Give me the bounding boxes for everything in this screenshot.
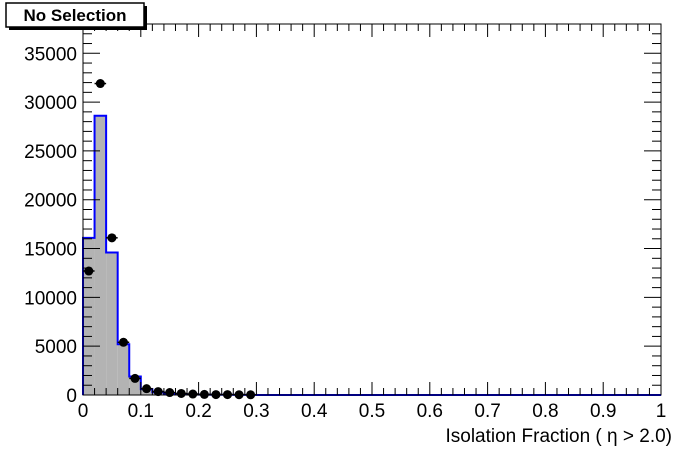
x-tick-label: 0.3 bbox=[243, 401, 269, 422]
x-tick-label: 0.1 bbox=[128, 401, 154, 422]
x-tick-label: 0.8 bbox=[532, 401, 558, 422]
chart-title: No Selection bbox=[24, 6, 127, 25]
x-tick-label: 0.5 bbox=[359, 401, 385, 422]
data-point-11 bbox=[199, 389, 209, 399]
data-point-6 bbox=[142, 384, 152, 394]
data-point-1 bbox=[84, 266, 94, 276]
x-tick-label: 0.6 bbox=[417, 401, 443, 422]
plot-frame-border bbox=[82, 23, 662, 396]
histogram-bar-3 bbox=[106, 252, 118, 395]
x-tick-label: 0 bbox=[78, 401, 89, 422]
data-point-15 bbox=[246, 390, 256, 400]
title-box-frame bbox=[5, 2, 145, 28]
y-tick-label: 0 bbox=[66, 386, 77, 407]
data-point-10 bbox=[188, 389, 198, 399]
y-tick-label: 20000 bbox=[24, 191, 77, 212]
histogram-bar-2 bbox=[94, 115, 107, 395]
histogram-bar-4 bbox=[117, 344, 130, 395]
data-point-12 bbox=[211, 390, 221, 400]
x-tick-label: 0.7 bbox=[474, 401, 500, 422]
y-axis-ticks: 0 5000 10000 15000 20000 25000 30000 35000 bbox=[24, 23, 661, 407]
x-axis-title: Isolation Fraction ( η > 2.0) bbox=[445, 426, 672, 447]
x-tick-label: 1 bbox=[656, 401, 667, 422]
data-points-layer bbox=[83, 79, 257, 400]
data-point-5 bbox=[130, 373, 140, 383]
data-point-4 bbox=[118, 337, 128, 347]
histogram-layer bbox=[82, 114, 661, 396]
title-box: No Selection bbox=[5, 2, 147, 30]
x-axis-ticks: 0 0.1 0.2 0.3 0.4 0.5 0.6 0.7 0.8 0.9 1 bbox=[78, 24, 667, 422]
y-tick-label: 25000 bbox=[24, 142, 77, 163]
y-tick-label: 10000 bbox=[24, 288, 77, 309]
x-tick-label: 0.9 bbox=[590, 401, 616, 422]
histogram-outline bbox=[82, 114, 661, 396]
y-tick-label: 5000 bbox=[35, 337, 77, 358]
data-point-9 bbox=[176, 388, 186, 398]
data-point-8 bbox=[165, 388, 175, 398]
data-point-13 bbox=[223, 390, 232, 400]
y-tick-label: 15000 bbox=[24, 240, 77, 261]
x-tick-label: 0.2 bbox=[185, 401, 211, 422]
data-point-14 bbox=[234, 390, 244, 400]
y-tick-label: 35000 bbox=[24, 44, 77, 65]
histogram-bar-5 bbox=[129, 376, 141, 395]
data-point-3 bbox=[107, 233, 117, 243]
y-tick-label: 30000 bbox=[24, 93, 77, 114]
x-tick-label: 0.4 bbox=[301, 401, 328, 422]
data-point-2 bbox=[95, 79, 105, 89]
plot-frame bbox=[82, 23, 662, 396]
data-point-7 bbox=[153, 387, 163, 397]
